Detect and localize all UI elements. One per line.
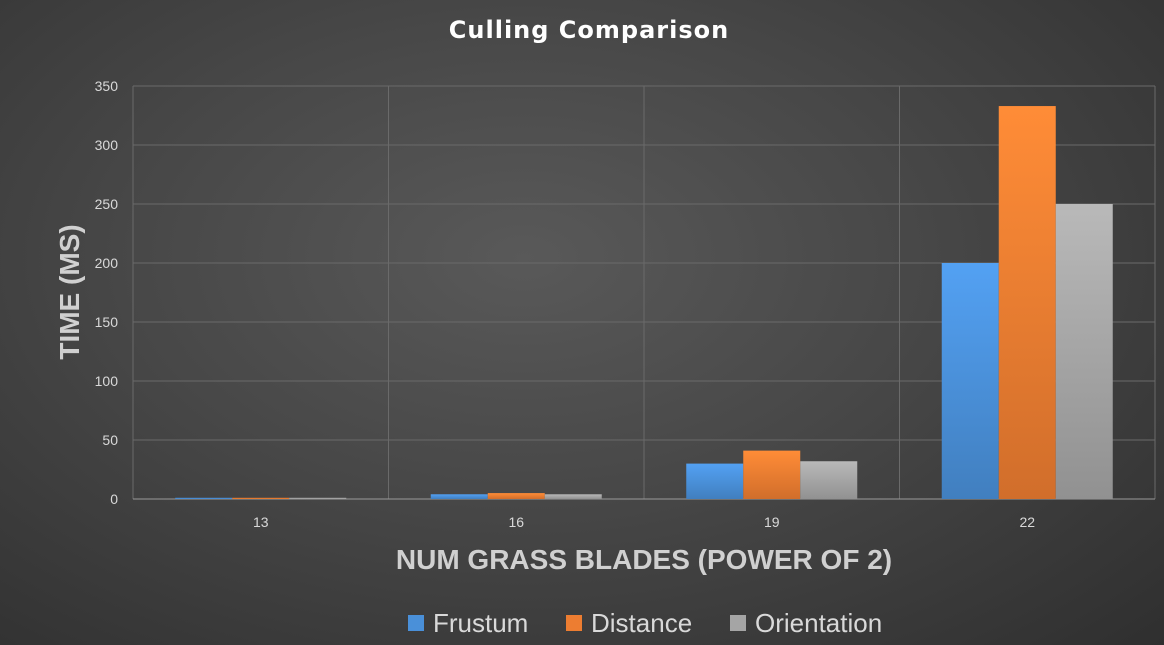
bar-orientation-22 xyxy=(1055,204,1113,499)
bar-orientation-16 xyxy=(544,494,602,499)
x-tick-label: 22 xyxy=(1019,514,1035,530)
y-tick-label: 150 xyxy=(95,314,119,330)
legend-label-distance: Distance xyxy=(591,608,692,638)
bar-distance-16 xyxy=(487,493,545,499)
legend: Frustum Distance Orientation xyxy=(408,608,882,638)
legend-swatch-frustum xyxy=(408,615,424,631)
bar-distance-19 xyxy=(743,450,801,499)
legend-label-frustum: Frustum xyxy=(433,608,528,638)
legend-label-orientation: Orientation xyxy=(755,608,882,638)
y-tick-label: 300 xyxy=(95,137,119,153)
chart-title: Culling Comparison xyxy=(449,16,729,44)
x-tick-label: 16 xyxy=(508,514,524,530)
y-tick-label: 250 xyxy=(95,196,119,212)
legend-swatch-distance xyxy=(566,615,582,631)
bar-distance-22 xyxy=(998,106,1056,499)
x-tick-label: 13 xyxy=(253,514,269,530)
bar-orientation-13 xyxy=(289,497,347,499)
y-axis-title: TIME (MS) xyxy=(54,224,85,359)
bar-frustum-13 xyxy=(175,497,233,499)
x-axis-title: NUM GRASS BLADES (POWER OF 2) xyxy=(396,544,892,575)
legend-swatch-orientation xyxy=(730,615,746,631)
y-tick-label: 0 xyxy=(110,491,118,507)
y-axis-ticks: 0 50 100 150 200 250 300 350 xyxy=(95,78,119,507)
y-tick-label: 100 xyxy=(95,373,119,389)
bars xyxy=(175,106,1113,499)
y-tick-label: 350 xyxy=(95,78,119,94)
y-tick-label: 200 xyxy=(95,255,119,271)
bar-orientation-19 xyxy=(800,461,858,499)
bar-distance-13 xyxy=(232,497,290,499)
bar-frustum-22 xyxy=(941,263,999,499)
x-axis-ticks: 13 16 19 22 xyxy=(253,514,1035,530)
x-tick-label: 19 xyxy=(764,514,780,530)
y-tick-label: 50 xyxy=(102,432,118,448)
bar-frustum-16 xyxy=(430,494,488,499)
bar-frustum-19 xyxy=(686,463,744,499)
